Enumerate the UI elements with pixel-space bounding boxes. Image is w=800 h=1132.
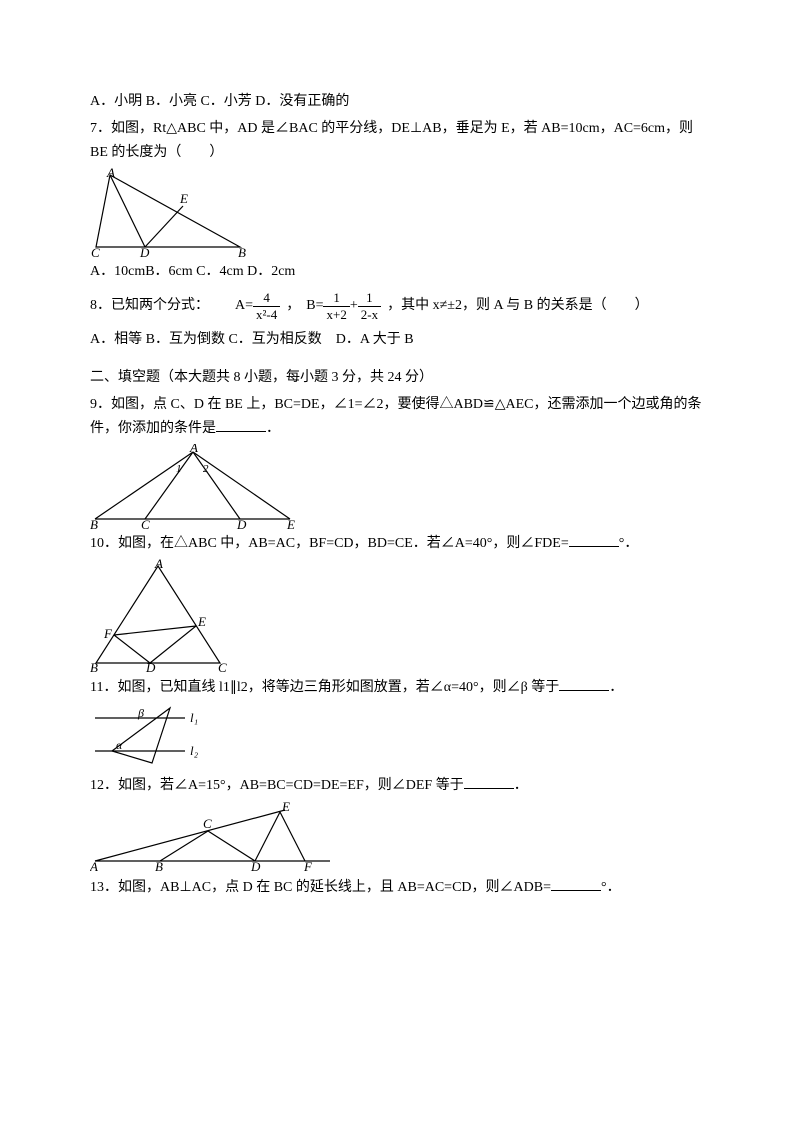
q8-prefix: 8．已知两个分式： <box>90 294 209 318</box>
q10-text: 10．如图，在△ABC 中，AB=AC，BF=CD，BD=CE．若∠A=40°，… <box>90 532 710 556</box>
q7-options: A．10cmB．6cm C．4cm D．2cm <box>90 260 710 284</box>
section2-title: 二、填空题（本大题共 8 小题，每小题 3 分，共 24 分） <box>90 366 710 390</box>
svg-text:A: A <box>90 859 98 873</box>
q11-text: 11．如图，已知直线 l1∥l2，将等边三角形如图放置，若∠α=40°，则∠β … <box>90 676 710 700</box>
svg-text:F: F <box>303 859 313 873</box>
q8-B-label: B= <box>306 294 323 318</box>
q13-blank <box>551 877 601 891</box>
q8-line: 8．已知两个分式： A= 4 x²-4 ， B= 1 x+2 + 1 2-x ，… <box>90 290 710 322</box>
q9-blank <box>216 418 266 432</box>
svg-text:D: D <box>236 517 247 529</box>
q8-B2-fraction: 1 2-x <box>358 290 381 322</box>
svg-text:B: B <box>238 245 246 257</box>
q10-blank <box>569 533 619 547</box>
svg-text:E: E <box>179 191 188 206</box>
svg-text:B: B <box>90 517 98 529</box>
svg-text:A: A <box>154 558 163 571</box>
svg-text:D: D <box>139 245 150 257</box>
svg-text:D: D <box>250 859 261 873</box>
q9-figure: A 1 2 B C D E <box>90 444 710 529</box>
svg-text:A: A <box>106 167 115 180</box>
q13-text: 13．如图，AB⊥AC，点 D 在 BC 的延长线上，且 AB=AC=CD，则∠… <box>90 876 710 900</box>
svg-text:E: E <box>281 801 290 814</box>
svg-text:C: C <box>91 245 100 257</box>
svg-text:E: E <box>197 614 206 629</box>
q8-suffix: ，其中 x≠±2，则 A 与 B 的关系是（ ） <box>387 294 649 318</box>
svg-text:A: A <box>189 444 198 455</box>
svg-text:C: C <box>203 816 212 831</box>
q6-options: A．小明 B．小亮 C．小芳 D．没有正确的 <box>90 90 710 114</box>
svg-text:B: B <box>155 859 163 873</box>
q8-options: A．相等 B．互为倒数 C．互为相反数 D．A 大于 B <box>90 328 710 352</box>
svg-text:2: 2 <box>203 463 209 475</box>
svg-text:D: D <box>145 660 156 673</box>
svg-text:C: C <box>141 517 150 529</box>
q11-figure: l₁ l₂ β α <box>90 703 710 771</box>
q11-blank <box>559 677 609 691</box>
svg-text:E: E <box>286 517 295 529</box>
svg-text:C: C <box>218 660 227 673</box>
svg-text:F: F <box>103 626 113 641</box>
q8-A-fraction: 4 x²-4 <box>253 290 280 322</box>
q8-plus: + <box>350 294 358 318</box>
q12-blank <box>464 775 514 789</box>
q10-figure: A F E B D C <box>90 558 710 673</box>
svg-text:l₂: l₂ <box>190 743 199 758</box>
q8-B1-fraction: 1 x+2 <box>323 290 349 322</box>
q7-figure: A E C D B <box>90 167 710 257</box>
svg-text:1: 1 <box>176 463 182 475</box>
q12-figure: A B C D E F <box>90 801 710 873</box>
q12-text: 12．如图，若∠A=15°，AB=BC=CD=DE=EF，则∠DEF 等于． <box>90 774 710 798</box>
q9-text: 9．如图，点 C、D 在 BE 上，BC=DE，∠1=∠2，要使得△ABD≌△A… <box>90 393 710 441</box>
q8-A-label: A= <box>235 294 253 318</box>
q8-comma1: ， <box>286 294 300 318</box>
svg-text:l₁: l₁ <box>190 710 198 725</box>
svg-text:β: β <box>137 706 144 720</box>
svg-text:B: B <box>90 660 98 673</box>
q7-text: 7．如图，Rt△ABC 中，AD 是∠BAC 的平分线，DE⊥AB，垂足为 E，… <box>90 117 710 165</box>
svg-text:α: α <box>116 738 123 752</box>
